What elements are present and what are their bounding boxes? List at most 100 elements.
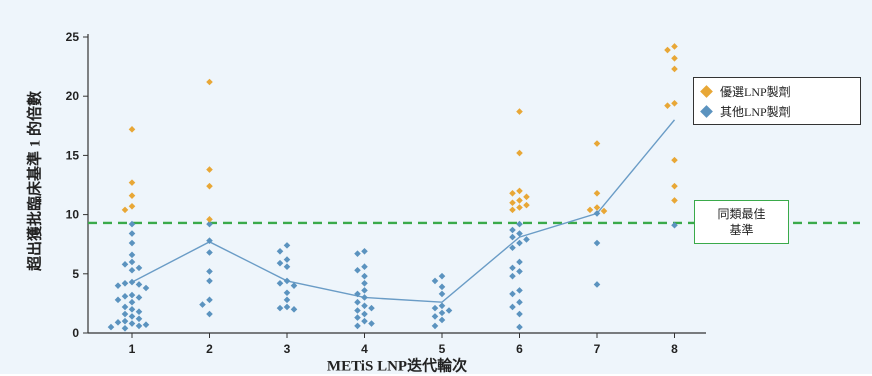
other-lnp-point bbox=[516, 310, 523, 318]
other-lnp-point bbox=[290, 282, 298, 289]
other-lnp-point bbox=[445, 307, 453, 314]
other-lnp-point bbox=[523, 236, 530, 243]
preferred-lnp-point bbox=[671, 100, 678, 107]
other-lnp-point bbox=[128, 298, 136, 306]
other-lnp-point bbox=[361, 302, 368, 310]
x-tick-label: 4 bbox=[361, 342, 368, 356]
other-lnp-point bbox=[283, 256, 291, 263]
preferred-lnp-point bbox=[671, 55, 678, 62]
legend-label-other: 其他LNP製劑 bbox=[720, 104, 791, 119]
other-lnp-point bbox=[438, 290, 446, 298]
other-lnp-point bbox=[361, 294, 368, 301]
other-lnp-point bbox=[516, 220, 523, 228]
other-lnp-point bbox=[431, 322, 439, 330]
preferred-lnp-point bbox=[516, 149, 523, 157]
legend: 優選LNP製劑 其他LNP製劑 bbox=[693, 77, 861, 125]
other-lnp-point bbox=[114, 282, 122, 289]
preferred-lnp-point bbox=[128, 179, 136, 186]
other-lnp-point bbox=[671, 221, 678, 229]
other-lnp-point bbox=[593, 239, 601, 247]
other-lnp-point bbox=[128, 291, 136, 299]
other-lnp-point bbox=[121, 261, 129, 268]
other-lnp-point bbox=[206, 268, 213, 275]
x-tick-label: 7 bbox=[594, 342, 601, 356]
other-lnp-point bbox=[354, 322, 361, 330]
other-lnp-point bbox=[128, 230, 136, 237]
preferred-lnp-point bbox=[671, 43, 678, 50]
preferred-lnp-point bbox=[128, 192, 136, 199]
x-tick-label: 8 bbox=[671, 342, 678, 356]
other-lnp-point bbox=[283, 289, 291, 297]
other-lnp-point bbox=[593, 281, 601, 288]
preferred-lnp-point bbox=[128, 203, 136, 210]
other-lnp-point bbox=[431, 313, 439, 320]
other-lnp-point bbox=[128, 220, 136, 228]
preferred-lnp-point bbox=[516, 204, 523, 211]
other-lnp-point bbox=[128, 278, 136, 286]
preferred-lnp-point bbox=[593, 204, 601, 211]
x-tick-label: 2 bbox=[206, 342, 213, 356]
other-lnp-point bbox=[135, 294, 143, 301]
other-lnp-point bbox=[128, 266, 136, 274]
other-lnp-point bbox=[509, 272, 516, 280]
y-axis-label: 超出獲批臨床基準 1 的倍數 bbox=[27, 90, 44, 272]
other-lnp-point bbox=[114, 296, 122, 304]
preferred-lnp-point bbox=[121, 206, 129, 214]
other-lnp-point bbox=[276, 259, 284, 267]
preferred-lnp-point bbox=[593, 189, 601, 197]
other-lnp-point bbox=[206, 220, 213, 228]
other-lnp-point bbox=[431, 304, 439, 312]
benchmark-label-line2: 基準 bbox=[729, 223, 754, 237]
other-lnp-point bbox=[121, 292, 129, 300]
other-lnp-point bbox=[516, 268, 523, 275]
other-lnp-point bbox=[135, 322, 143, 330]
y-tick-label: 10 bbox=[66, 208, 80, 222]
preferred-lnp-point bbox=[671, 156, 678, 164]
other-lnp-point bbox=[128, 239, 136, 247]
preferred-lnp-point bbox=[206, 166, 213, 173]
other-lnp-point bbox=[509, 290, 516, 298]
preferred-lnp-point bbox=[664, 46, 671, 54]
preferred-lnp-point bbox=[586, 206, 594, 214]
other-lnp-point bbox=[114, 319, 122, 326]
preferred-lnp-point bbox=[671, 197, 678, 204]
other-lnp-point bbox=[128, 320, 136, 327]
other-lnp-point bbox=[283, 303, 291, 311]
y-tick-label: 25 bbox=[66, 30, 80, 44]
other-lnp-point bbox=[516, 230, 523, 237]
other-lnp-point bbox=[354, 307, 361, 314]
preferred-lnp-point bbox=[516, 187, 523, 195]
other-lnp-point bbox=[283, 277, 291, 285]
other-lnp-point bbox=[361, 263, 368, 270]
other-lnp-point bbox=[516, 287, 523, 294]
x-axis-label: METiS LNP迭代輪次 bbox=[326, 358, 468, 375]
other-lnp-point bbox=[368, 304, 375, 312]
other-lnp-point bbox=[516, 323, 523, 331]
other-lnp-point bbox=[438, 283, 446, 291]
other-lnp-point bbox=[199, 301, 206, 308]
preferred-lnp-point bbox=[516, 197, 523, 204]
other-lnp-point bbox=[516, 298, 523, 306]
preferred-lnp-point bbox=[128, 126, 136, 133]
y-tick-label: 15 bbox=[66, 148, 80, 162]
other-lnp-point bbox=[206, 277, 213, 285]
preferred-lnp-point bbox=[523, 201, 530, 209]
other-lnp-point bbox=[121, 279, 129, 287]
other-lnp-point bbox=[354, 266, 361, 274]
other-lnp-point bbox=[354, 314, 361, 321]
preferred-lnp-point bbox=[509, 189, 516, 197]
other-lnp-point bbox=[206, 310, 213, 318]
other-lnp-point bbox=[290, 306, 298, 313]
other-lnp-point bbox=[128, 251, 136, 259]
other-lnp-point bbox=[206, 237, 213, 244]
other-lnp-point bbox=[431, 277, 439, 285]
other-lnp-point bbox=[121, 317, 129, 325]
other-lnp-point bbox=[276, 304, 284, 312]
legend-item-other: 其他LNP製劑 bbox=[694, 101, 860, 121]
preferred-lnp-point bbox=[523, 193, 530, 201]
other-lnp-point bbox=[516, 239, 523, 247]
other-lnp-point bbox=[135, 315, 143, 323]
other-lnp-point bbox=[361, 310, 368, 318]
